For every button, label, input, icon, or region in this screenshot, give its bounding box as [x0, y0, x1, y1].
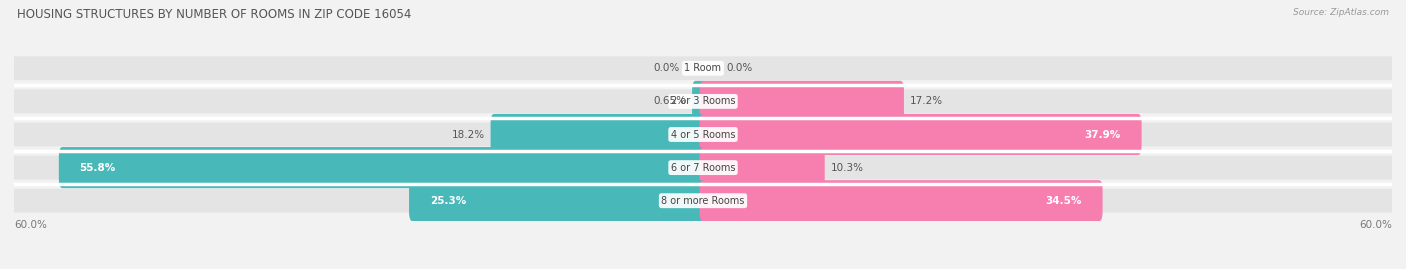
FancyBboxPatch shape — [14, 156, 1392, 179]
Text: 37.9%: 37.9% — [1084, 129, 1121, 140]
FancyBboxPatch shape — [14, 123, 1392, 146]
Text: 10.3%: 10.3% — [831, 162, 863, 173]
Text: 0.0%: 0.0% — [725, 63, 752, 73]
Text: 25.3%: 25.3% — [430, 196, 465, 206]
Text: Source: ZipAtlas.com: Source: ZipAtlas.com — [1294, 8, 1389, 17]
FancyBboxPatch shape — [59, 147, 706, 188]
Text: 4 or 5 Rooms: 4 or 5 Rooms — [671, 129, 735, 140]
Text: 18.2%: 18.2% — [451, 129, 485, 140]
Text: 60.0%: 60.0% — [1360, 220, 1392, 229]
FancyBboxPatch shape — [14, 90, 1392, 113]
FancyBboxPatch shape — [700, 147, 825, 188]
Text: 60.0%: 60.0% — [14, 220, 46, 229]
FancyBboxPatch shape — [700, 114, 1142, 155]
Text: 34.5%: 34.5% — [1046, 196, 1083, 206]
Text: 55.8%: 55.8% — [80, 162, 115, 173]
Text: 17.2%: 17.2% — [910, 96, 943, 107]
FancyBboxPatch shape — [14, 56, 1392, 80]
FancyBboxPatch shape — [700, 180, 1102, 221]
FancyBboxPatch shape — [700, 81, 904, 122]
FancyBboxPatch shape — [491, 114, 706, 155]
FancyBboxPatch shape — [409, 180, 706, 221]
Text: 2 or 3 Rooms: 2 or 3 Rooms — [671, 96, 735, 107]
FancyBboxPatch shape — [692, 81, 706, 122]
Text: 0.0%: 0.0% — [654, 63, 681, 73]
Text: 6 or 7 Rooms: 6 or 7 Rooms — [671, 162, 735, 173]
Text: 1 Room: 1 Room — [685, 63, 721, 73]
Text: 0.65%: 0.65% — [654, 96, 686, 107]
Text: 8 or more Rooms: 8 or more Rooms — [661, 196, 745, 206]
Text: HOUSING STRUCTURES BY NUMBER OF ROOMS IN ZIP CODE 16054: HOUSING STRUCTURES BY NUMBER OF ROOMS IN… — [17, 8, 411, 21]
FancyBboxPatch shape — [14, 189, 1392, 213]
